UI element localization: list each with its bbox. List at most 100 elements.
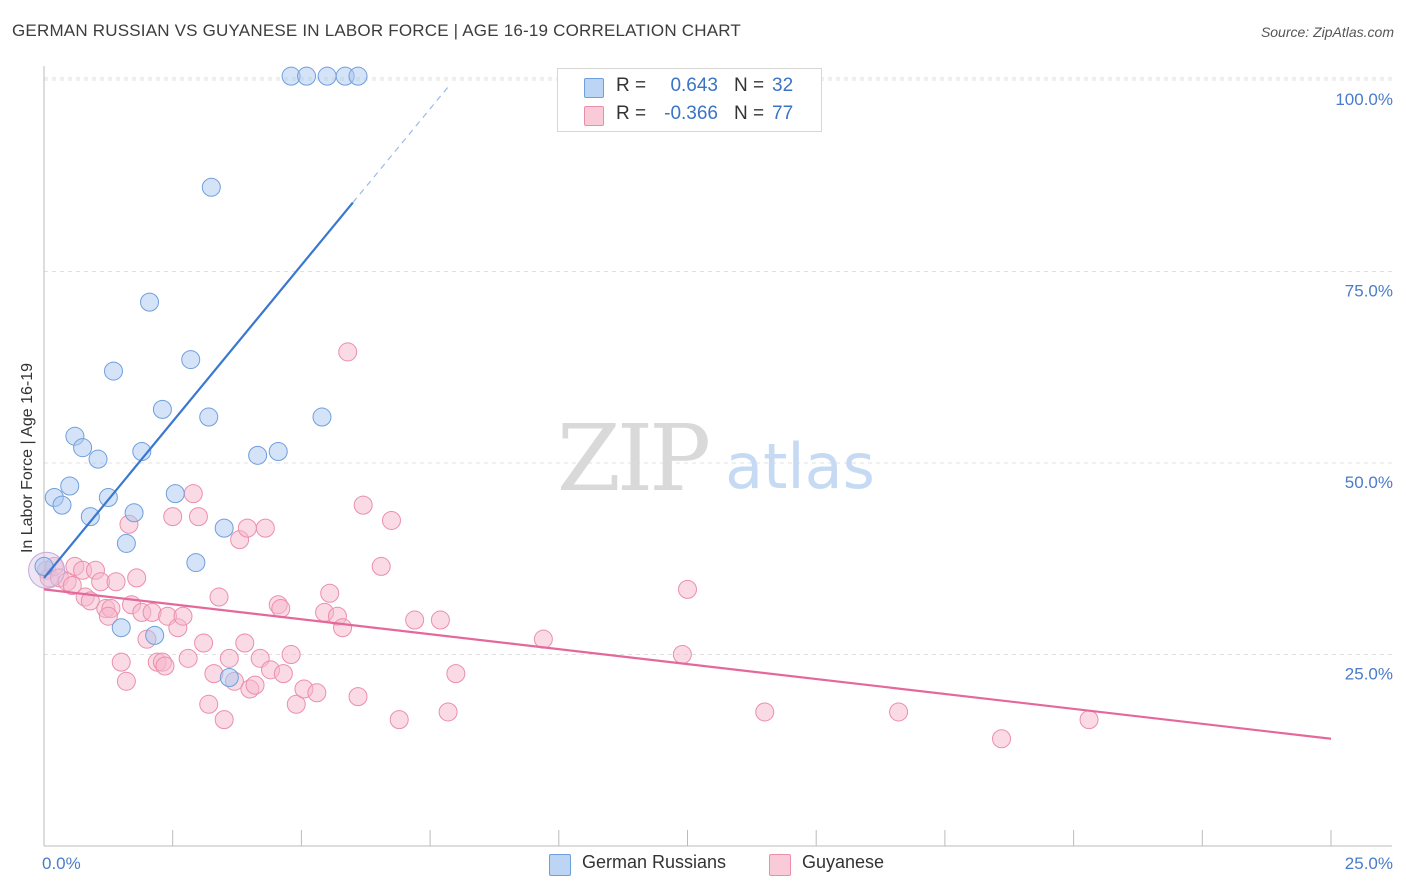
guyanese-point xyxy=(307,683,327,703)
guyanese-point xyxy=(214,710,234,730)
guyanese-point xyxy=(405,610,425,630)
watermark-zip: ZIP xyxy=(557,405,708,512)
trend-lines xyxy=(43,83,1332,740)
guyanese-point xyxy=(286,694,306,714)
legend-row-guyanese: R = -0.366 N = 77 xyxy=(558,101,821,127)
guyanese-point xyxy=(178,648,198,668)
guyanese-point xyxy=(430,610,450,630)
guyanese-point xyxy=(188,507,208,527)
bottom-legend-label: German Russians xyxy=(582,852,727,872)
german-russian-point xyxy=(219,667,239,687)
legend-r-value: -0.366 xyxy=(664,103,718,124)
german-russian-point xyxy=(186,553,206,573)
german-russian-point xyxy=(52,495,72,515)
y-tick-label: 100.0% xyxy=(1335,90,1393,109)
guyanese-point xyxy=(389,710,409,730)
german-russian-point xyxy=(103,361,123,381)
guyanese-point xyxy=(281,645,301,664)
guyanese-point xyxy=(381,510,401,530)
german-russian-point xyxy=(312,407,332,427)
guyanese-point xyxy=(348,687,368,707)
guyanese-points xyxy=(28,342,1099,749)
german-russian-point xyxy=(317,66,337,86)
x-tick-label: 0.0% xyxy=(42,854,81,873)
german-russians-trend-line xyxy=(43,201,354,579)
watermark-atlas: atlas xyxy=(725,430,875,503)
guyanese-point xyxy=(219,648,239,668)
watermark: ZIP atlas xyxy=(557,405,875,512)
german-russian-point xyxy=(201,177,221,197)
german-russian-point xyxy=(268,442,288,462)
guyanese-point xyxy=(1079,710,1099,730)
guyanese-point xyxy=(338,342,358,362)
german-russian-point xyxy=(199,407,219,427)
guyanese-point xyxy=(533,629,553,649)
german-russian-point xyxy=(34,556,54,576)
guyanese-point xyxy=(127,568,147,588)
guyanese-point xyxy=(62,576,82,596)
guyanese-point xyxy=(173,606,193,626)
tick-labels: 25.0% 50.0% 75.0% 100.0% 0.0% 25.0% xyxy=(42,90,1393,873)
guyanese-point xyxy=(237,518,257,538)
guyanese-point xyxy=(438,702,458,722)
legend-r-label: R = xyxy=(616,103,647,124)
legend-swatch-pink xyxy=(584,106,604,126)
axes xyxy=(43,66,1392,847)
legend-swatch-blue xyxy=(584,78,604,98)
gridlines xyxy=(44,77,1392,655)
guyanese-point xyxy=(371,556,391,576)
german-russian-point xyxy=(152,399,172,419)
y-tick-label: 50.0% xyxy=(1345,473,1393,492)
german-russian-point xyxy=(88,449,108,469)
german-russian-point xyxy=(111,618,131,638)
guyanese-point xyxy=(194,633,214,653)
y-tick-label: 75.0% xyxy=(1345,282,1393,301)
x-tick-label: 25.0% xyxy=(1345,854,1393,873)
guyanese-point xyxy=(273,664,293,684)
german-russian-point xyxy=(297,66,317,86)
legend-n-value: 77 xyxy=(772,103,794,124)
guyanese-point xyxy=(446,664,466,684)
guyanese-point xyxy=(320,583,340,603)
german-russian-point xyxy=(124,503,144,523)
legend-n-value: 32 xyxy=(772,75,794,96)
source-label: Source: ZipAtlas.com xyxy=(1260,24,1394,40)
guyanese-point xyxy=(106,572,126,592)
guyanese-point xyxy=(255,518,275,538)
legend: R = 0.643 N = 32 R = -0.366 N = 77 xyxy=(557,68,822,132)
guyanese-point xyxy=(755,702,775,722)
german-russian-point xyxy=(348,66,368,86)
bottom-legend-label: Guyanese xyxy=(802,852,885,872)
german-russian-point xyxy=(248,445,268,465)
guyanese-point xyxy=(678,579,697,599)
legend-n-label: N = xyxy=(734,75,765,96)
guyanese-point xyxy=(163,507,183,527)
german-russian-point xyxy=(145,625,165,645)
guyanese-point xyxy=(889,702,909,722)
german-russian-point xyxy=(165,484,185,504)
guyanese-point xyxy=(155,656,175,676)
german-russian-point xyxy=(214,518,234,538)
chart-title: GERMAN RUSSIAN VS GUYANESE IN LABOR FORC… xyxy=(12,21,741,40)
guyanese-point xyxy=(235,633,255,653)
german-russian-point xyxy=(73,438,93,458)
german-russians-trend-extension xyxy=(352,83,452,203)
german-russian-point xyxy=(181,350,201,370)
guyanese-point xyxy=(98,606,118,626)
guyanese-point xyxy=(333,618,353,638)
guyanese-trend-line xyxy=(43,588,1332,740)
guyanese-point xyxy=(116,671,136,691)
german-russian-point xyxy=(140,292,160,312)
guyanese-point xyxy=(111,652,131,672)
guyanese-point xyxy=(245,675,265,695)
legend-r-value: 0.643 xyxy=(670,75,718,96)
bottom-legend-swatch-blue xyxy=(549,854,571,876)
guyanese-point xyxy=(353,495,373,515)
guyanese-point xyxy=(271,599,291,619)
legend-row-german-russians: R = 0.643 N = 32 xyxy=(558,73,821,99)
guyanese-point xyxy=(992,729,1012,749)
german-russians-points xyxy=(34,66,368,687)
legend-n-label: N = xyxy=(734,103,765,124)
german-russian-point xyxy=(80,507,100,527)
